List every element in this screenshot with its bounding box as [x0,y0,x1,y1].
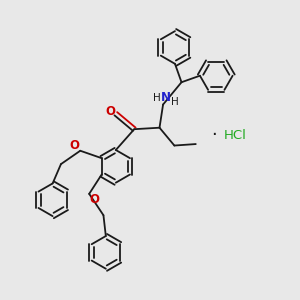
Text: O: O [69,139,79,152]
Text: H: H [153,93,160,103]
Text: H: H [171,97,179,106]
Text: HCl: HCl [223,129,246,142]
Text: ·: · [211,126,217,144]
Text: O: O [89,193,100,206]
Text: N: N [161,92,171,104]
Text: O: O [106,105,116,118]
